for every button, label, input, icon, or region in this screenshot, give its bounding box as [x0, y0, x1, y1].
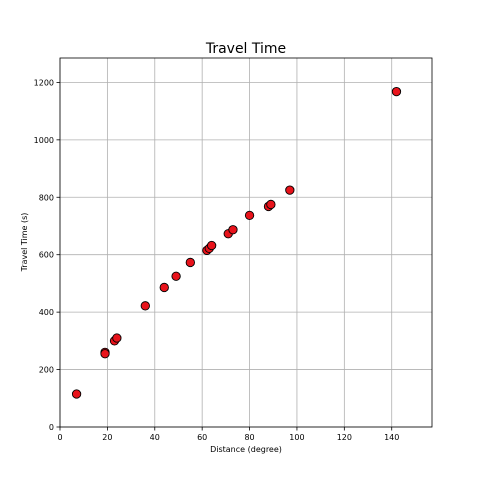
data-points — [71, 86, 402, 399]
y-tick-label: 0 — [49, 423, 54, 432]
chart-title: Travel Time — [205, 41, 286, 57]
scatter-point — [206, 240, 217, 251]
x-axis-label: Distance (degree) — [210, 445, 282, 454]
scatter-point — [71, 389, 82, 399]
scatter-point — [140, 301, 150, 311]
y-tick-label: 400 — [39, 308, 54, 317]
x-tick-label: 140 — [384, 433, 399, 442]
scatter-point — [391, 86, 402, 97]
y-axis-label: Travel Time (s) — [20, 213, 29, 273]
x-tick-label: 80 — [244, 433, 254, 442]
scatter-point — [171, 271, 181, 281]
x-tick-label: 60 — [197, 433, 207, 442]
y-tick-label: 1000 — [34, 136, 54, 145]
x-tick-label: 20 — [102, 433, 112, 442]
scatter-point — [244, 210, 255, 221]
y-tick-label: 600 — [39, 251, 54, 260]
y-axis-ticks: 0 200 400 600 800 1000 1200 — [34, 78, 60, 432]
scatter-point — [100, 349, 110, 359]
y-tick-label: 1200 — [34, 78, 54, 87]
grid-lines — [59, 58, 432, 428]
x-axis-ticks: 0 20 40 60 80 100 120 140 — [57, 427, 399, 442]
y-tick-label: 200 — [39, 366, 54, 375]
scatter-point — [228, 225, 238, 235]
scatter-point — [266, 199, 276, 210]
scatter-point — [112, 333, 122, 343]
x-tick-label: 100 — [289, 433, 304, 442]
x-tick-label: 120 — [337, 433, 352, 442]
scatter-point — [285, 185, 295, 195]
scatter-point — [185, 257, 195, 268]
y-tick-label: 800 — [39, 193, 54, 202]
scatter-point — [159, 282, 169, 293]
x-tick-label: 40 — [150, 433, 160, 442]
plot-frame — [59, 57, 433, 428]
x-tick-label: 0 — [57, 433, 62, 442]
